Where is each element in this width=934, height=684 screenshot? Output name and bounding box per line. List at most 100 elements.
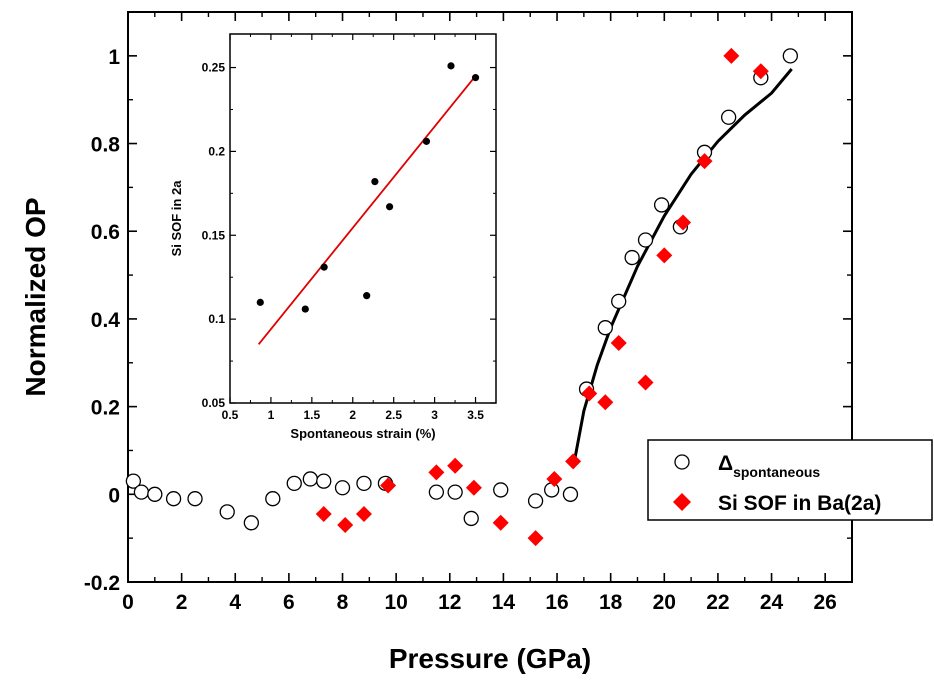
data-point-spontaneous xyxy=(286,475,302,491)
y-tick-label: 0.2 xyxy=(91,397,120,420)
data-point-spontaneous xyxy=(428,484,445,500)
legend-marker-circle xyxy=(674,454,690,470)
y-tick-label: 0 xyxy=(108,484,120,507)
x-tick-label: 18 xyxy=(599,591,623,614)
data-point-spontaneous xyxy=(334,480,351,496)
data-point-spontaneous xyxy=(125,473,142,489)
data-point-si-sof xyxy=(527,530,544,547)
data-point-spontaneous xyxy=(562,486,579,502)
inset-x-tick-label: 3.5 xyxy=(467,408,484,422)
data-point-spontaneous xyxy=(782,48,798,64)
inset-data-point xyxy=(256,298,264,306)
inset-y-tick-label: 0.1 xyxy=(208,312,225,326)
inset-data-point xyxy=(386,203,394,211)
x-tick-label: 6 xyxy=(283,591,295,614)
data-point-si-sof xyxy=(637,374,654,391)
x-tick-label: 10 xyxy=(384,591,407,614)
data-point-spontaneous xyxy=(302,471,318,487)
inset-x-tick-label: 2.5 xyxy=(385,408,402,422)
inset-data-point xyxy=(301,305,309,313)
x-tick-label: 0 xyxy=(122,591,134,614)
data-point-spontaneous xyxy=(611,293,627,310)
legend-label-subscript: spontaneous xyxy=(733,464,820,480)
inset-data-point xyxy=(371,178,379,186)
inset-x-tick-label: 1.5 xyxy=(304,408,321,422)
data-point-si-sof xyxy=(355,506,372,523)
data-point-spontaneous xyxy=(721,109,737,125)
data-point-si-sof xyxy=(465,479,482,496)
data-point-spontaneous xyxy=(544,482,560,498)
y-tick-label: -0.2 xyxy=(84,572,120,595)
x-tick-label: 2 xyxy=(176,591,188,614)
inset-y-axis-title: Si SOF in 2a xyxy=(169,180,184,257)
data-point-spontaneous xyxy=(597,320,613,336)
x-tick-label: 20 xyxy=(653,591,676,614)
legend-label-main: Δ xyxy=(718,452,733,475)
inset-plot: 0.5 1 1.5 2 2.5 3 3.5 0.05 0.1 0.15 0.2 0.25 Spontan… xyxy=(169,33,497,441)
data-point-si-sof xyxy=(675,214,692,231)
inset-data-point xyxy=(422,137,431,145)
data-point-spontaneous xyxy=(624,249,640,266)
inset-fit-line xyxy=(257,75,477,345)
data-point-si-sof xyxy=(492,514,509,531)
y-tick-label: 0.8 xyxy=(91,134,121,157)
x-tick-label: 14 xyxy=(492,591,516,614)
data-point-spontaneous xyxy=(147,486,163,502)
data-point-spontaneous xyxy=(447,484,463,500)
y-tick-label: 0.6 xyxy=(91,221,120,244)
data-point-spontaneous xyxy=(637,232,654,248)
inset-x-tick-label: 2 xyxy=(349,408,356,422)
inset-x-tick-label: 3 xyxy=(431,408,438,422)
data-point-spontaneous xyxy=(165,491,182,507)
data-point-spontaneous xyxy=(356,475,372,491)
inset-data-point xyxy=(320,263,328,271)
data-point-si-sof xyxy=(581,385,598,402)
inset-frame xyxy=(229,33,497,404)
data-point-spontaneous xyxy=(265,491,281,507)
data-point-si-sof xyxy=(610,335,627,352)
inset-data-point xyxy=(447,62,455,70)
y-tick-label: 1 xyxy=(108,46,120,69)
data-point-si-sof xyxy=(337,517,354,533)
legend-label-spontaneous: Δspontaneous xyxy=(718,452,820,480)
x-tick-label: 26 xyxy=(814,591,837,614)
inset-y-tick-label: 0.25 xyxy=(202,61,226,75)
data-point-si-sof xyxy=(565,453,582,470)
data-point-spontaneous xyxy=(463,510,479,527)
x-tick-label: 8 xyxy=(337,591,349,614)
data-point-spontaneous xyxy=(219,504,235,520)
data-point-si-sof xyxy=(546,470,563,487)
data-point-si-sof xyxy=(752,63,769,80)
legend: Δspontaneous Si SOF in Ba(2a) xyxy=(647,439,933,521)
x-axis-title: Pressure (GPa) xyxy=(389,643,591,674)
data-point-si-sof xyxy=(723,47,740,64)
data-point-spontaneous xyxy=(493,482,509,498)
inset-y-tick-label: 0.05 xyxy=(202,396,226,410)
x-tick-label: 12 xyxy=(438,591,461,614)
plot-frame xyxy=(127,11,853,583)
data-point-spontaneous xyxy=(316,473,332,489)
main-plot: 0 2 4 6 8 10 12 14 16 18 20 22 24 26-0.200.20.40.60.8… xyxy=(20,11,853,674)
data-point-si-sof xyxy=(597,394,614,411)
data-point-spontaneous xyxy=(243,515,259,531)
y-tick-label: 0.4 xyxy=(91,309,121,332)
inset-data-point xyxy=(471,74,480,82)
data-point-si-sof xyxy=(447,457,464,474)
inset-y-tick-label: 0.2 xyxy=(208,144,225,158)
x-tick-label: 4 xyxy=(229,591,241,614)
x-tick-label: 22 xyxy=(706,591,729,614)
inset-y-tick-label: 0.15 xyxy=(202,228,226,242)
data-point-spontaneous xyxy=(653,197,670,213)
inset-x-tick-label: 0.5 xyxy=(222,408,239,422)
data-point-si-sof xyxy=(380,477,397,494)
x-tick-label: 16 xyxy=(545,591,568,614)
inset-data-point xyxy=(363,292,371,300)
data-point-spontaneous xyxy=(187,491,203,507)
data-point-si-sof xyxy=(428,464,445,481)
legend-label-si-sof: Si SOF in Ba(2a) xyxy=(718,492,881,515)
data-point-si-sof xyxy=(315,506,332,523)
y-axis-title: Normalized OP xyxy=(20,197,51,396)
legend-box xyxy=(647,439,933,521)
data-point-spontaneous xyxy=(133,484,150,500)
